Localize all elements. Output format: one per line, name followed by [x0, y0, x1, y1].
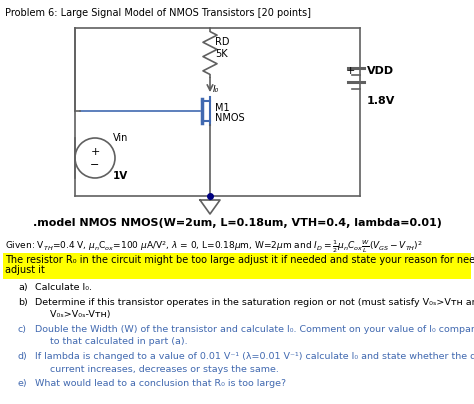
Text: +: +: [346, 66, 356, 76]
Text: e): e): [18, 379, 27, 388]
Text: The resistor R₀ in the circuit might be too large adjust it if needed and state : The resistor R₀ in the circuit might be …: [5, 255, 474, 265]
Text: a): a): [18, 283, 27, 292]
Text: RD: RD: [215, 37, 229, 47]
Text: Problem 6: Large Signal Model of NMOS Transistors [20 points]: Problem 6: Large Signal Model of NMOS Tr…: [5, 8, 311, 18]
Text: VDD: VDD: [367, 66, 394, 76]
Text: Double the Width (W) of the transistor and calculate I₀. Comment on your value o: Double the Width (W) of the transistor a…: [35, 325, 474, 347]
Text: M1: M1: [215, 103, 229, 113]
Text: I₀: I₀: [213, 84, 219, 93]
Text: d): d): [18, 352, 28, 361]
Text: 1V: 1V: [113, 171, 128, 181]
Text: Vin: Vin: [113, 133, 128, 143]
Text: b): b): [18, 298, 28, 307]
Text: Calculate I₀.: Calculate I₀.: [35, 283, 92, 292]
Text: 1.8V: 1.8V: [367, 96, 395, 106]
Text: If lambda is changed to a value of 0.01 V⁻¹ (λ=0.01 V⁻¹) calculate I₀ and state : If lambda is changed to a value of 0.01 …: [35, 352, 474, 374]
Text: Determine if this transistor operates in the saturation region or not (must sati: Determine if this transistor operates in…: [35, 298, 474, 320]
FancyBboxPatch shape: [3, 253, 471, 279]
Text: −: −: [91, 160, 100, 170]
Text: adjust it: adjust it: [5, 265, 45, 275]
Text: .model NMOS NMOS(W=2um, L=0.18um, VTH=0.4, lambda=0.01): .model NMOS NMOS(W=2um, L=0.18um, VTH=0.…: [33, 218, 441, 228]
Text: NMOS: NMOS: [215, 113, 245, 123]
Text: 5K: 5K: [215, 49, 228, 59]
Text: +: +: [91, 147, 100, 157]
Text: c): c): [18, 325, 27, 334]
Text: What would lead to a conclusion that R₀ is too large?: What would lead to a conclusion that R₀ …: [35, 379, 286, 388]
Text: Given: V$_{TH}$=0.4 V, $\mu_n$C$_{ox}$=100 $\mu$A/V$^2$, $\lambda$ = 0, L=0.18$\: Given: V$_{TH}$=0.4 V, $\mu_n$C$_{ox}$=1…: [5, 238, 423, 255]
